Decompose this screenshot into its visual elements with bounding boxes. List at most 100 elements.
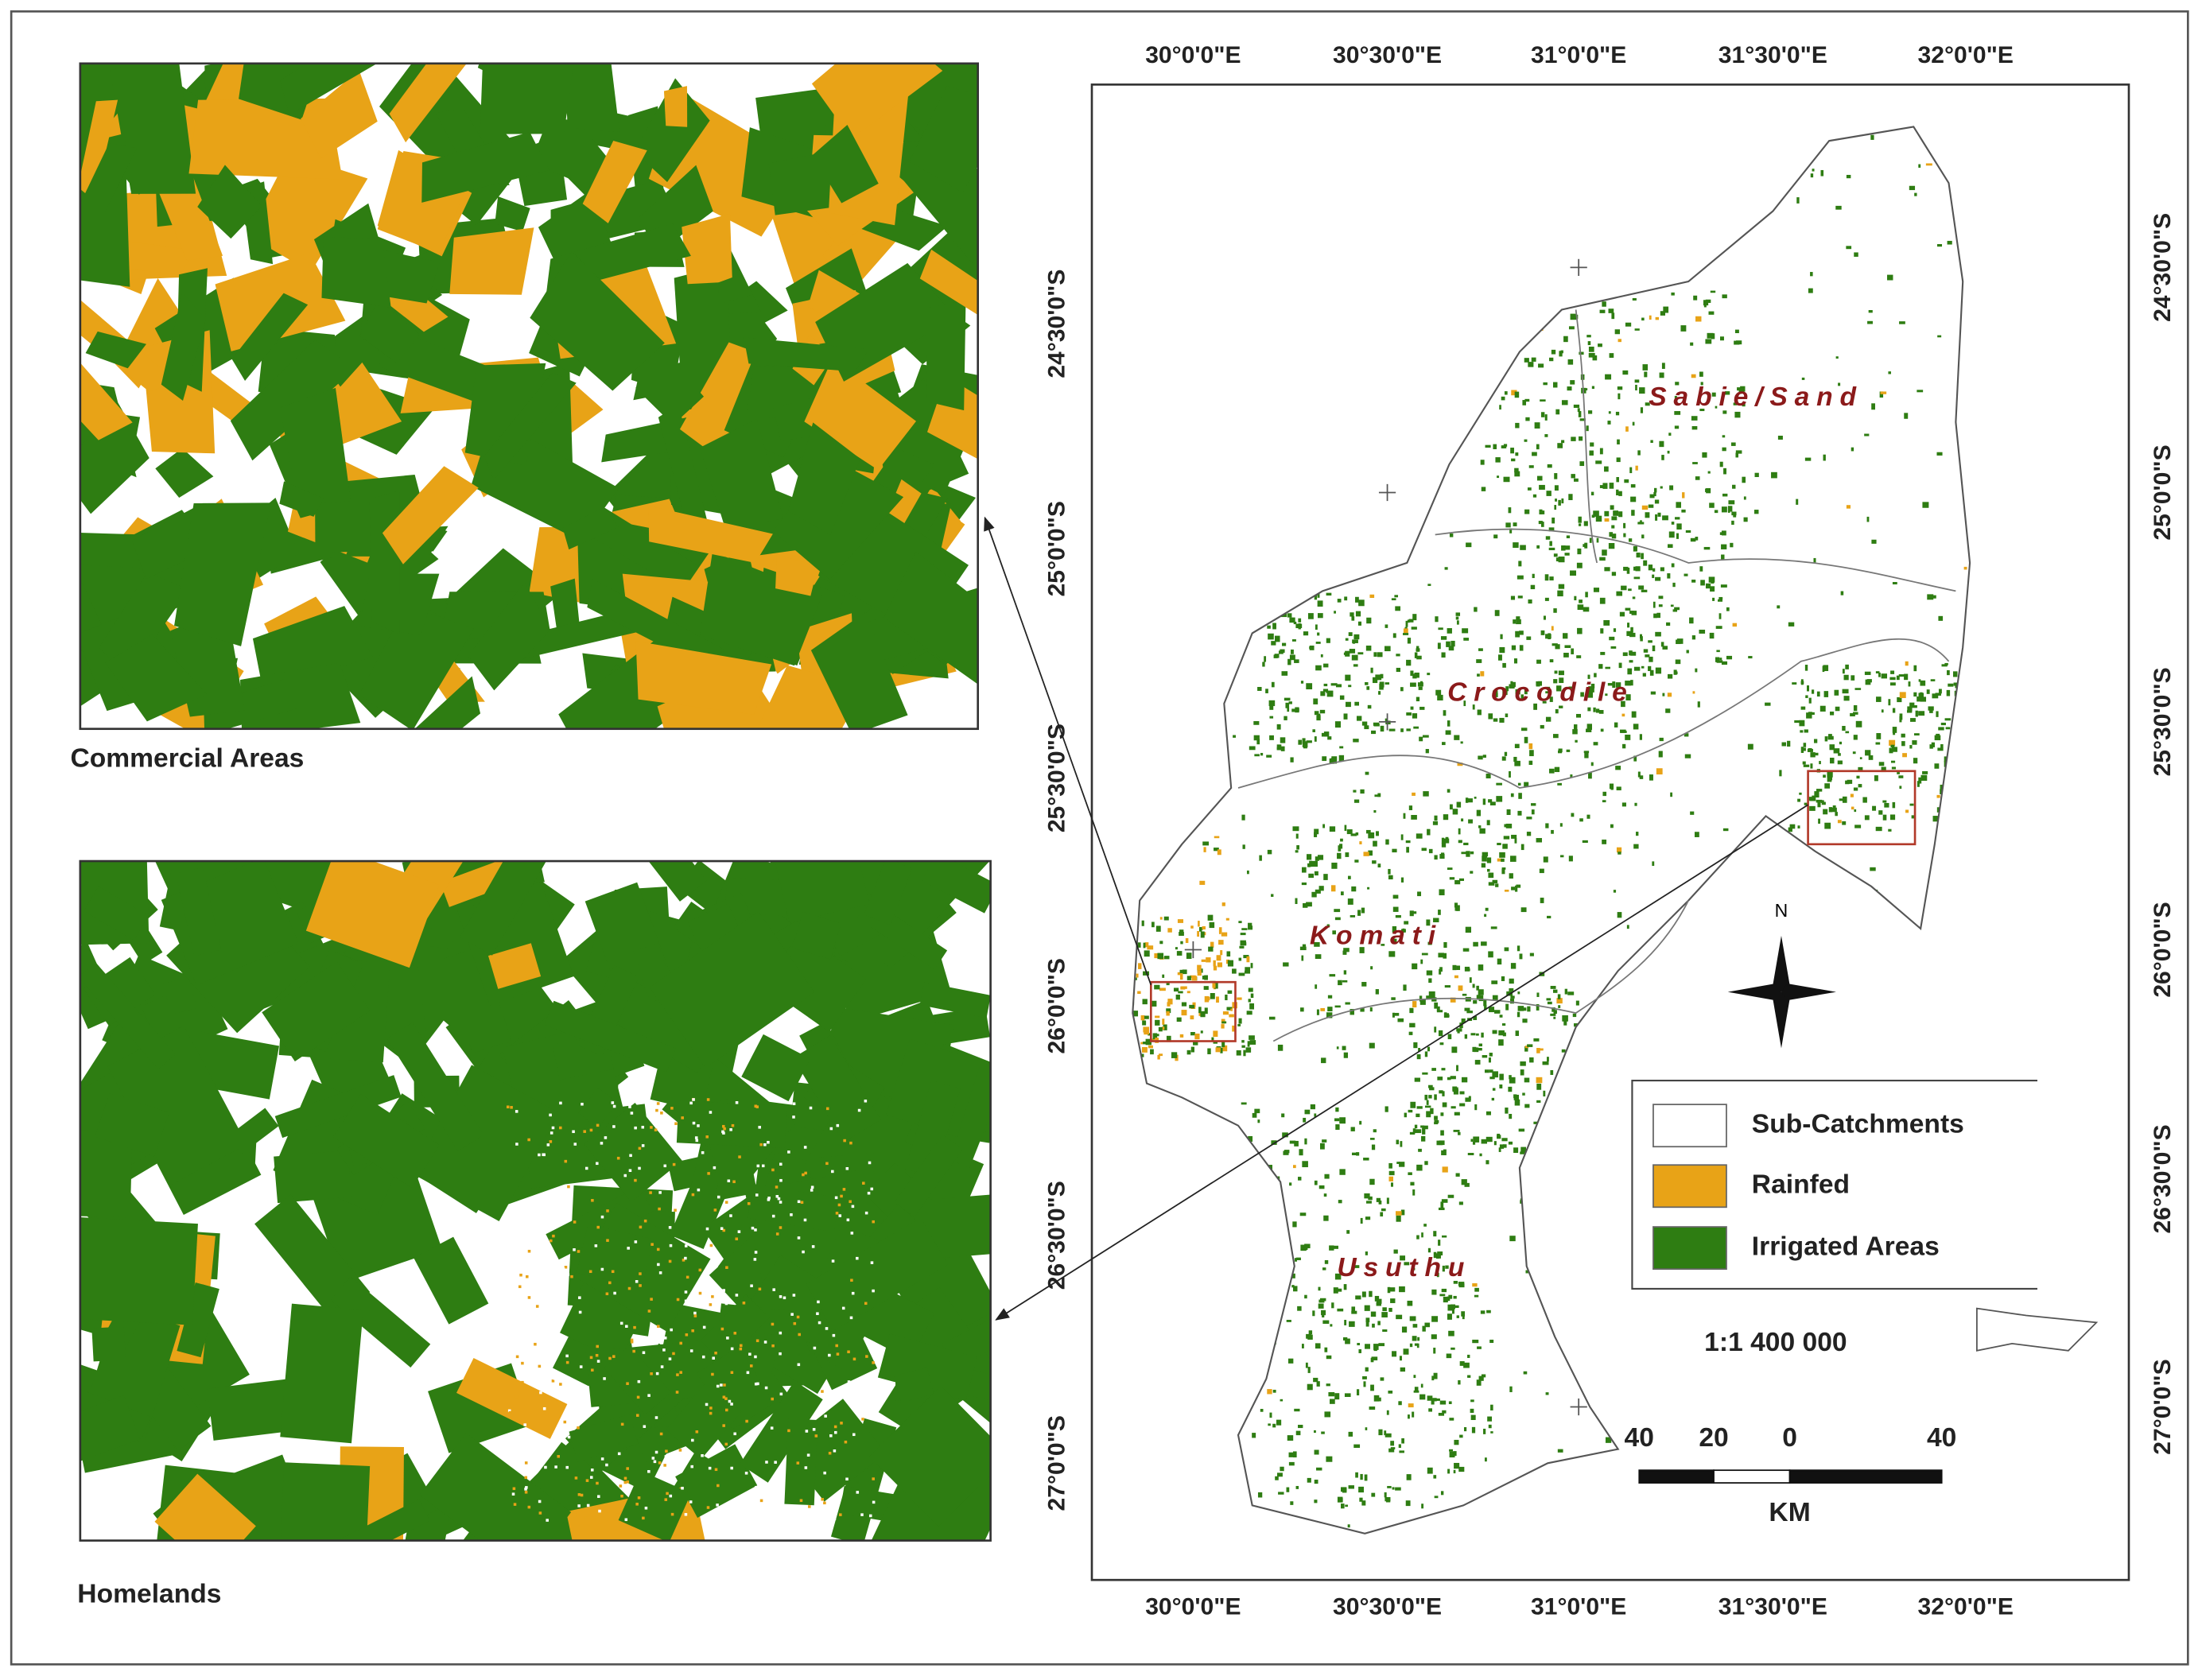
speck [1353,634,1360,640]
speck [1334,1393,1340,1400]
speck [1321,1057,1326,1064]
speck [717,1195,720,1199]
speck [1660,486,1663,489]
speck [678,1449,682,1452]
speck [565,1465,569,1469]
speck [1805,695,1808,698]
speck [1738,390,1742,394]
speck [1879,391,1884,398]
scale-text: 1:1 400 000 [1704,1328,1847,1357]
speck [1910,718,1916,722]
speck [521,1361,524,1365]
speck [1363,1158,1369,1161]
speck [1462,993,1467,996]
speck [1337,1496,1343,1503]
field [95,1092,169,1157]
speck [1346,829,1353,835]
speck [1827,735,1834,740]
speck [1162,974,1165,978]
speck [1545,634,1551,639]
speck [1546,491,1551,496]
speck [1295,660,1298,663]
speck [625,1325,628,1328]
speck [1890,744,1895,748]
speck [1356,1152,1360,1156]
speck [1634,802,1637,806]
speck [1648,504,1654,508]
speck [1438,627,1443,630]
speck [1889,682,1896,686]
speck [1545,823,1549,828]
speck [1350,1127,1355,1131]
coord-label: 32°0'0"E [1918,42,2014,68]
speck [1461,1018,1466,1023]
speck [1622,652,1628,657]
speck [705,1135,709,1139]
speck [1524,1104,1530,1108]
speck [1867,320,1873,324]
speck [845,1166,849,1170]
speck [1658,604,1663,607]
speck [1558,556,1565,563]
speck [544,1465,547,1469]
speck [1631,510,1635,516]
speck [707,1172,710,1175]
speck [632,1349,635,1353]
speck [1365,1320,1369,1327]
speck [754,1251,758,1254]
speck [1368,1196,1373,1201]
speck [1445,1265,1449,1269]
speck [1598,664,1603,669]
speck [758,1287,762,1291]
speck [1359,1497,1363,1502]
speck [850,1232,854,1235]
speck [1416,648,1420,652]
speck [1447,1304,1453,1311]
speck [1501,976,1505,981]
speck [1389,1287,1396,1292]
speck [1424,1322,1430,1328]
speck [1431,1334,1437,1340]
speck [1431,1068,1436,1071]
speck [1388,1448,1395,1453]
speck [1467,1354,1470,1358]
speck [1474,1104,1478,1111]
speck [1809,797,1816,801]
speck [1568,686,1572,689]
speck [689,1101,693,1105]
speck [1331,756,1338,761]
speck [1588,352,1595,358]
speck [1602,839,1607,844]
speck [1163,916,1169,921]
speck [1439,1400,1447,1405]
speck [1424,1105,1431,1108]
speck [1197,970,1202,976]
speck [1225,918,1229,921]
speck [1710,290,1716,293]
speck [515,1395,518,1399]
speck [1311,860,1318,867]
speck [1469,977,1472,984]
speck [1517,991,1520,995]
field [305,861,440,968]
speck [1685,530,1691,533]
speck [1862,797,1867,803]
speck [1237,1023,1241,1026]
speck [1408,1031,1413,1035]
speck [1718,596,1723,600]
speck [1248,1135,1253,1143]
speck [1605,693,1608,696]
speck [1322,1267,1326,1271]
speck [1408,1109,1413,1113]
speck [549,1140,553,1143]
speck [1256,739,1260,745]
speck [627,1286,631,1290]
speck [1179,929,1184,935]
speck [1797,825,1800,828]
speck [1392,1012,1400,1016]
field [744,337,869,372]
speck [1447,1077,1451,1081]
speck [1684,754,1691,759]
speck [1840,591,1844,596]
field [604,1345,671,1415]
